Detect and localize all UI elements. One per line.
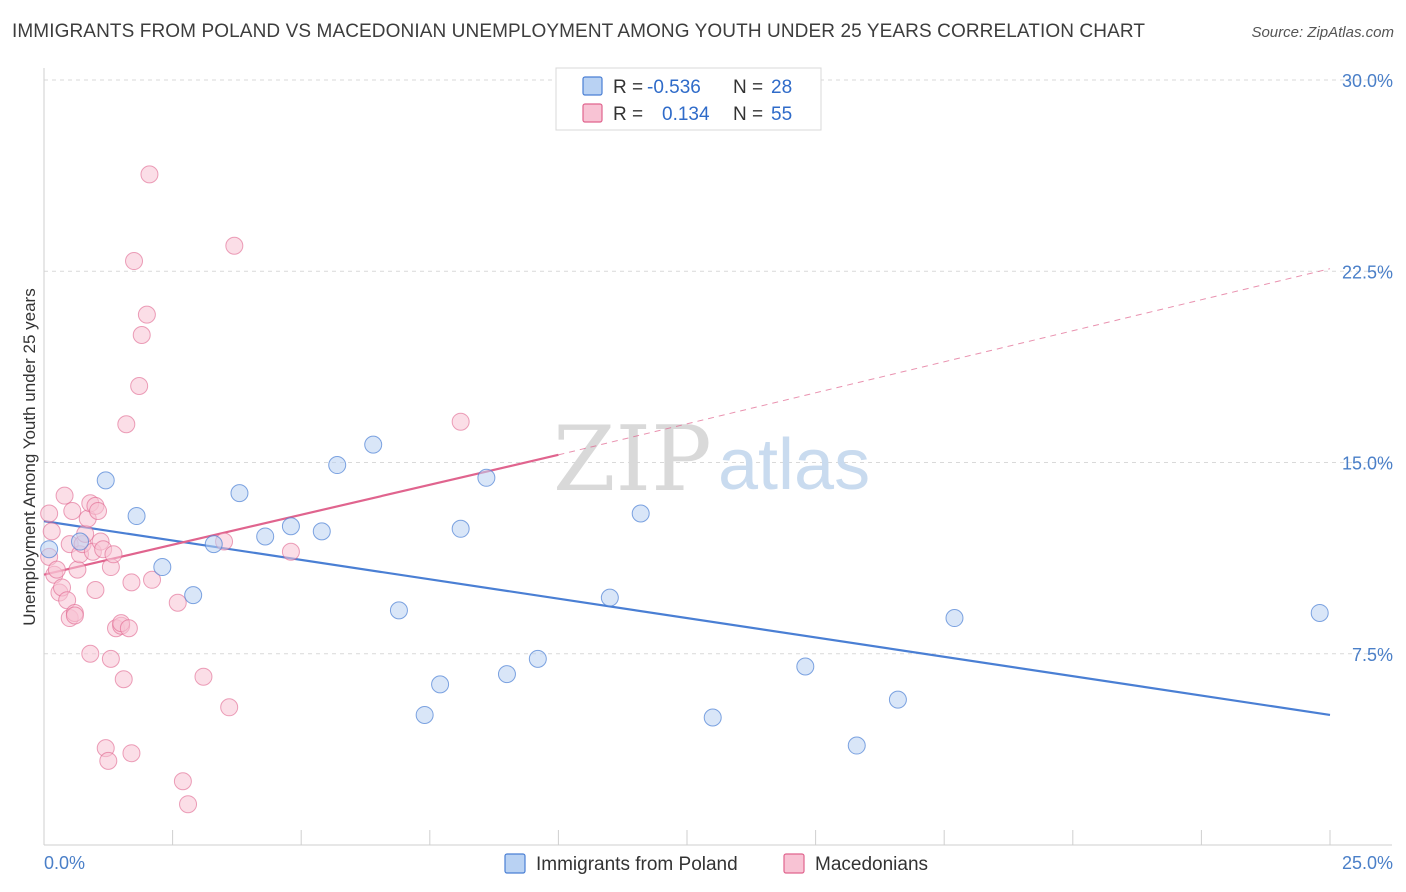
- correlation-legend: R = -0.536 N = 28 R = 0.134 N = 55: [555, 67, 822, 131]
- point-macedonians: [99, 751, 118, 770]
- point-poland: [1310, 603, 1329, 622]
- y-tick-label: 15.0%: [1342, 454, 1393, 474]
- point-poland: [497, 665, 516, 684]
- watermark: ZIP atlas: [553, 407, 870, 512]
- trend-line-macedonians-extension: [558, 268, 1331, 456]
- x-tick-label-max: 25.0%: [1342, 853, 1393, 873]
- point-poland: [600, 588, 619, 607]
- bottom-legend: Immigrants from Poland Macedonians: [504, 853, 928, 875]
- source-credit: Source: ZipAtlas.com: [1251, 24, 1394, 41]
- point-macedonians: [65, 606, 84, 625]
- point-poland: [153, 558, 172, 577]
- legend-r-label-macedonians: R =: [613, 104, 643, 125]
- x-tick-label-min: 0.0%: [44, 853, 85, 873]
- point-poland: [528, 649, 547, 668]
- point-macedonians: [104, 545, 123, 564]
- point-poland: [312, 522, 331, 541]
- bottom-legend-label-macedonians: Macedonians: [815, 854, 928, 875]
- point-macedonians: [220, 698, 239, 717]
- trend-line-macedonians: [43, 453, 559, 576]
- point-poland: [364, 435, 383, 454]
- point-macedonians: [140, 165, 159, 184]
- point-macedonians: [132, 326, 151, 344]
- point-macedonians: [137, 305, 156, 324]
- point-poland: [431, 675, 450, 694]
- point-poland: [281, 517, 300, 536]
- point-macedonians: [47, 560, 66, 579]
- point-poland: [847, 736, 866, 755]
- point-poland: [71, 532, 90, 551]
- chart-title: IMMIGRANTS FROM POLAND VS MACEDONIAN UNE…: [12, 21, 1146, 42]
- legend-n-value-macedonians: 55: [771, 104, 792, 125]
- point-macedonians: [122, 573, 141, 592]
- y-tick-labels: 7.5% 15.0% 22.5% 30.0%: [1342, 71, 1393, 665]
- bottom-legend-label-poland: Immigrants from Poland: [536, 854, 738, 875]
- point-macedonians: [86, 581, 105, 599]
- y-tick-label: 22.5%: [1342, 262, 1393, 282]
- legend-r-label-poland: R =: [613, 77, 643, 98]
- point-poland: [96, 471, 115, 490]
- point-macedonians: [125, 252, 144, 271]
- point-macedonians: [122, 744, 141, 763]
- point-macedonians: [117, 415, 136, 434]
- point-poland: [230, 484, 249, 503]
- trend-lines: [43, 268, 1331, 717]
- point-poland: [256, 527, 275, 546]
- y-tick-label: 30.0%: [1342, 71, 1393, 91]
- point-macedonians: [173, 772, 192, 791]
- legend-r-value-poland: -0.536: [647, 77, 701, 98]
- point-poland: [888, 690, 907, 709]
- point-macedonians: [143, 570, 162, 589]
- watermark-atlas: atlas: [718, 425, 870, 505]
- bottom-legend-swatch-poland: [504, 853, 526, 874]
- point-poland: [184, 586, 203, 605]
- watermark-zip: ZIP: [553, 407, 712, 512]
- point-macedonians: [451, 412, 470, 431]
- legend-n-label-poland: N =: [733, 77, 763, 98]
- legend-swatch-poland: [582, 76, 603, 96]
- trend-line-poland: [43, 520, 1331, 717]
- point-poland: [127, 507, 146, 526]
- point-macedonians: [101, 649, 120, 668]
- y-tick-label: 7.5%: [1352, 645, 1393, 665]
- point-macedonians: [42, 522, 61, 541]
- legend-n-label-macedonians: N =: [733, 104, 763, 125]
- point-poland: [389, 601, 408, 620]
- point-macedonians: [119, 619, 138, 638]
- point-macedonians: [40, 504, 59, 523]
- grid: [44, 79, 1392, 655]
- point-poland: [703, 708, 722, 727]
- point-poland: [945, 609, 964, 628]
- legend-r-value-macedonians: 0.134: [662, 104, 710, 125]
- point-macedonians: [68, 560, 87, 579]
- point-macedonians: [194, 667, 213, 686]
- point-poland: [204, 535, 223, 554]
- point-macedonians: [168, 593, 187, 612]
- y-axis-label: Unemployment Among Youth under 25 years: [20, 288, 39, 625]
- point-macedonians: [225, 236, 244, 255]
- point-macedonians: [114, 670, 133, 689]
- bottom-legend-swatch-macedonians: [783, 853, 805, 874]
- point-poland: [631, 504, 650, 523]
- point-poland: [40, 540, 59, 559]
- point-macedonians: [130, 377, 149, 395]
- point-poland: [415, 705, 434, 724]
- point-poland: [477, 468, 496, 487]
- legend-n-value-poland: 28: [771, 77, 792, 98]
- axes: [43, 68, 1392, 846]
- legend-swatch-macedonians: [582, 103, 603, 123]
- data-points: [40, 165, 1329, 814]
- point-poland: [328, 456, 347, 475]
- point-macedonians: [63, 501, 82, 520]
- point-macedonians: [89, 501, 108, 520]
- point-macedonians: [81, 644, 100, 663]
- point-macedonians: [281, 542, 300, 561]
- point-poland: [796, 657, 815, 676]
- point-macedonians: [179, 795, 198, 814]
- point-poland: [451, 519, 470, 538]
- x-ticks: [43, 830, 1331, 845]
- point-macedonians: [55, 486, 74, 505]
